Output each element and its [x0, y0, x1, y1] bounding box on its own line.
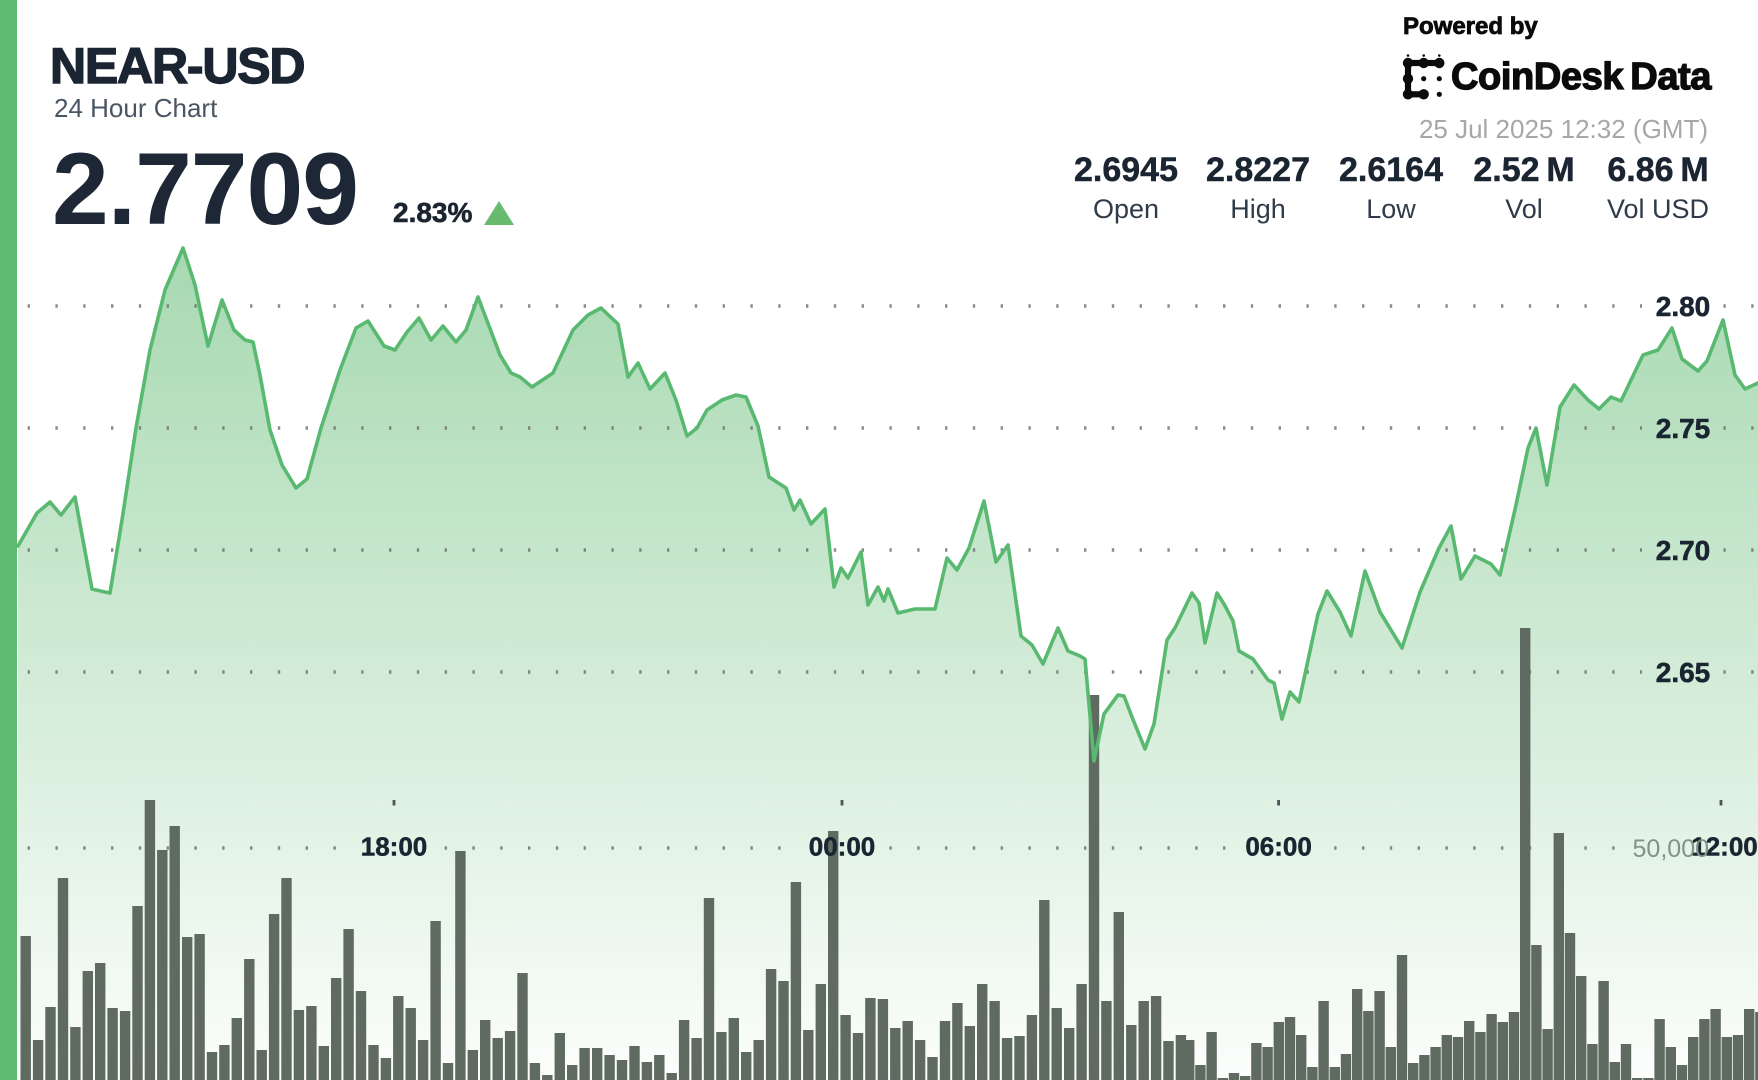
svg-text:06:00: 06:00: [1245, 832, 1312, 862]
svg-text:2.75: 2.75: [1656, 413, 1711, 444]
svg-text:2.65: 2.65: [1656, 657, 1711, 688]
svg-text:2.70: 2.70: [1656, 535, 1711, 566]
svg-text:2.80: 2.80: [1656, 291, 1711, 322]
svg-text:00:00: 00:00: [809, 832, 876, 862]
svg-text:50,000: 50,000: [1633, 835, 1709, 863]
svg-text:12:00: 12:00: [1691, 832, 1758, 862]
svg-text:18:00: 18:00: [361, 832, 428, 862]
